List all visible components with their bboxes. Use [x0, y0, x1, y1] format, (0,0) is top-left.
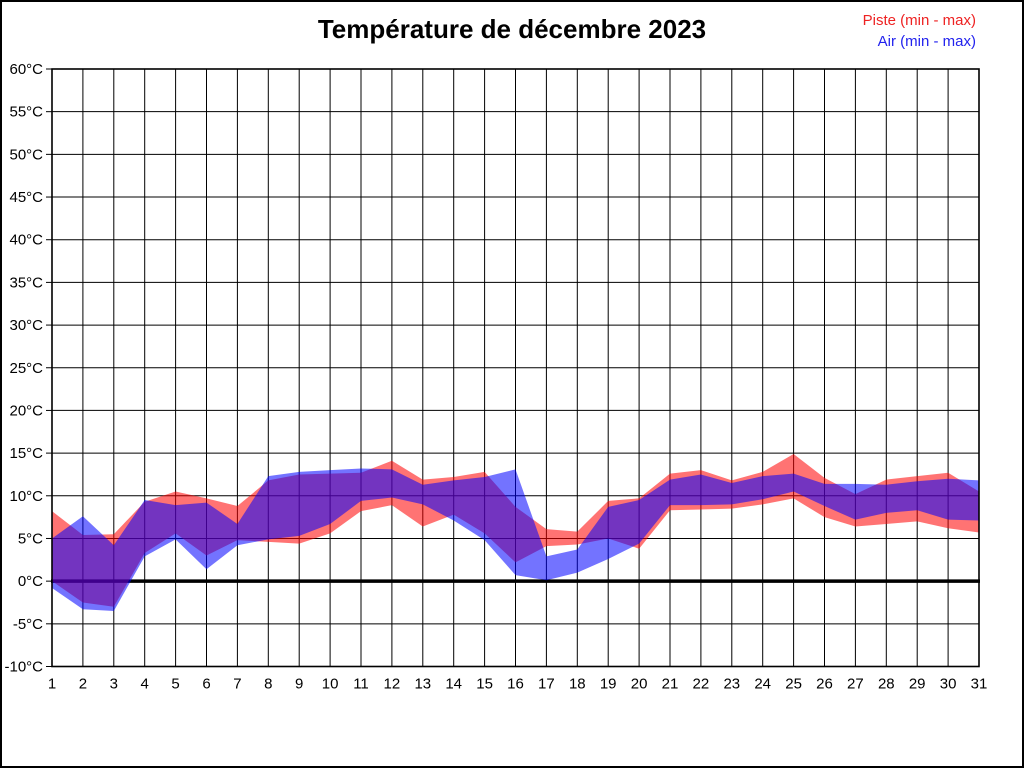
x-tick-label: 13 — [414, 676, 431, 693]
y-tick-label: 35°C — [9, 274, 43, 291]
chart-title: Température de décembre 2023 — [317, 14, 707, 44]
y-axis-labels: 60°C 55°C 50°C 45°C 40°C 35°C 30°C 25°C 20°C 15°C… — [4, 61, 52, 676]
x-tick-label: 30 — [940, 676, 957, 693]
y-tick-label: 0°C — [18, 573, 43, 590]
x-tick-label: 10 — [322, 676, 339, 693]
x-tick-label: 22 — [693, 676, 710, 693]
x-tick-label: 25 — [785, 676, 802, 693]
x-tick-label: 20 — [631, 676, 648, 693]
x-tick-label: 26 — [816, 676, 833, 693]
x-tick-label: 23 — [723, 676, 740, 693]
y-tick-label: 30°C — [9, 317, 43, 334]
y-tick-label: 25°C — [9, 360, 43, 377]
x-tick-label: 4 — [141, 676, 149, 693]
x-tick-label: 3 — [110, 676, 118, 693]
y-tick-label: 45°C — [9, 189, 43, 206]
y-tick-label: 50°C — [9, 146, 43, 163]
grid-lines — [51, 68, 980, 667]
y-tick-label: -10°C — [4, 659, 43, 676]
y-tick-label: 40°C — [9, 232, 43, 249]
y-tick-label: 10°C — [9, 488, 43, 505]
x-tick-label: 14 — [445, 676, 462, 693]
air-band — [52, 468, 979, 612]
x-tick-label: 7 — [233, 676, 241, 693]
y-tick-label: -5°C — [13, 616, 43, 633]
x-tick-label: 19 — [600, 676, 617, 693]
x-tick-label: 1 — [48, 676, 56, 693]
x-tick-label: 29 — [909, 676, 926, 693]
y-tick-label: 55°C — [9, 104, 43, 121]
x-tick-label: 16 — [507, 676, 524, 693]
x-tick-label: 12 — [384, 676, 401, 693]
chart-legend: Piste (min - max) Air (min - max) — [863, 10, 976, 52]
y-tick-label: 20°C — [9, 402, 43, 419]
x-tick-label: 2 — [79, 676, 87, 693]
y-tick-label: 5°C — [18, 530, 43, 547]
x-tick-label: 31 — [971, 676, 988, 693]
x-tick-label: 5 — [171, 676, 179, 693]
legend-item-air: Air (min - max) — [877, 33, 976, 50]
x-tick-label: 11 — [353, 676, 369, 693]
x-tick-label: 27 — [847, 676, 864, 693]
x-tick-label: 28 — [878, 676, 895, 693]
y-tick-label: 15°C — [9, 445, 43, 462]
x-tick-label: 18 — [569, 676, 586, 693]
x-tick-label: 9 — [295, 676, 303, 693]
x-axis-labels: 1 2 3 4 5 6 7 8 9 10 11 12 13 14 15 16 17 18 19 20 21 22 23 24 2… — [48, 676, 988, 693]
x-tick-label: 17 — [538, 676, 555, 693]
x-tick-label: 21 — [662, 676, 679, 693]
x-tick-label: 6 — [202, 676, 210, 693]
y-tick-label: 60°C — [9, 61, 43, 78]
x-tick-label: 15 — [476, 676, 493, 693]
x-tick-label: 24 — [754, 676, 771, 693]
x-tick-label: 8 — [264, 676, 272, 693]
legend-item-piste: Piste (min - max) — [862, 12, 976, 29]
